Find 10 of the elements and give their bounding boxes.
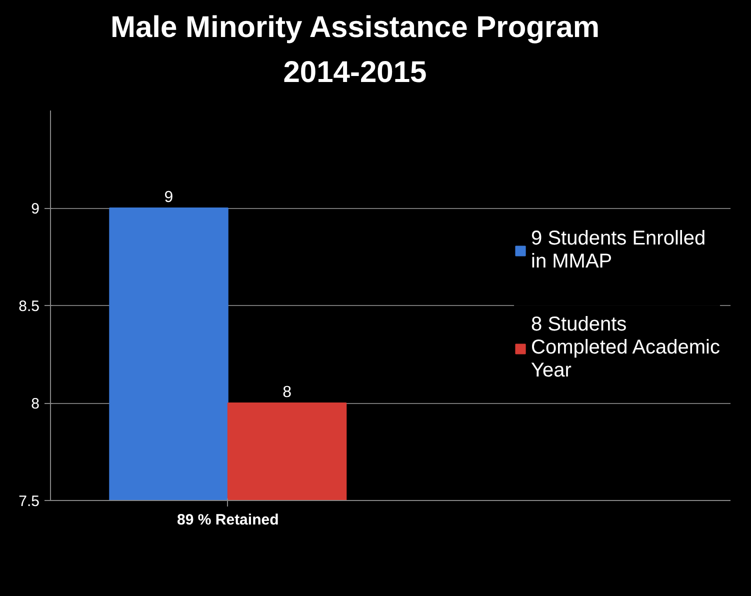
data-label: 9 <box>164 189 174 206</box>
x-tick-label: 89 % Retained <box>177 512 279 528</box>
y-tick-label: 7.5 <box>18 493 40 510</box>
legend-label: 8 Students Completed Academic Year <box>531 314 720 382</box>
y-tick-label: 9 <box>31 200 40 218</box>
legend-label: 9 Students Enrolled in MMAP <box>531 228 706 274</box>
chart-title: Male Minority Assistance Program 2014-2015 <box>110 10 600 91</box>
y-tick-label: 8 <box>31 396 40 412</box>
data-label: 8 <box>282 384 292 401</box>
y-tick-label: 8.5 <box>18 298 40 315</box>
